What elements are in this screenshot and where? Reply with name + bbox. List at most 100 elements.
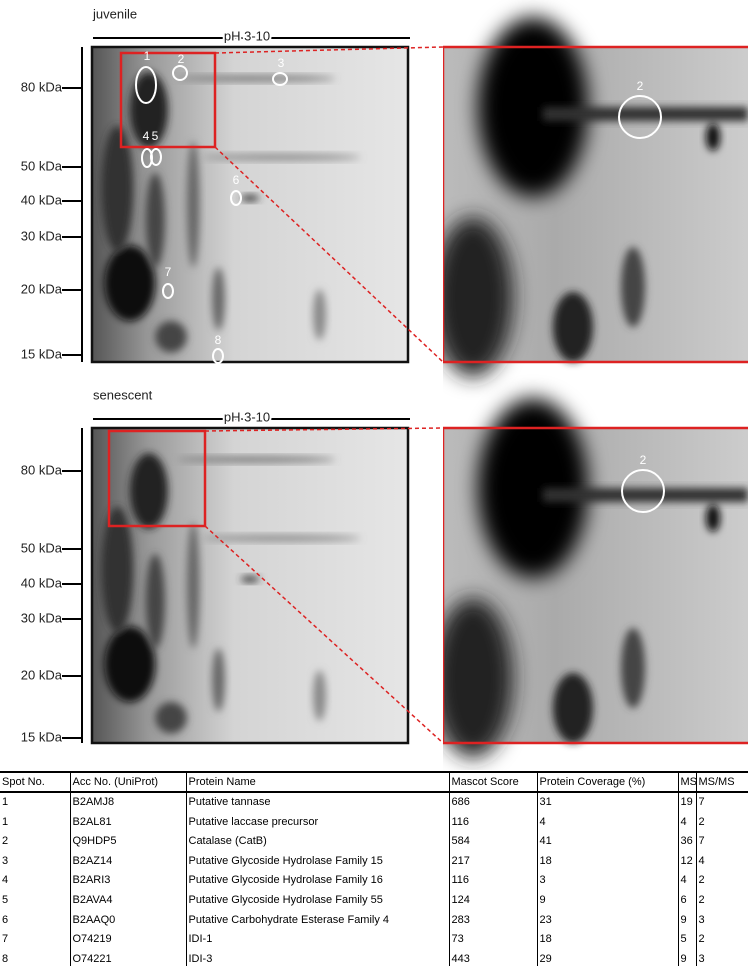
panel-label: juvenile [92, 6, 137, 21]
mw-label: 30 kDa [21, 228, 63, 243]
mw-label: 40 kDa [21, 575, 63, 590]
table-cell: Putative Carbohydrate Esterase Family 4 [186, 911, 449, 931]
table-cell: 116 [449, 813, 537, 833]
table-cell: 36 [678, 832, 696, 852]
table-cell: 9 [678, 911, 696, 931]
mw-label: 15 kDa [21, 346, 63, 361]
gel-panel: juvenilepH 3-1080 kDa50 kDa40 kDa30 kDa2… [21, 6, 748, 377]
column-header: MS/MS [696, 772, 748, 792]
table-cell: B2AL81 [70, 813, 186, 833]
table-cell: 7 [696, 832, 748, 852]
table-cell: 116 [449, 871, 537, 891]
gel-spot [155, 321, 187, 353]
spot-label: 8 [215, 333, 222, 347]
table-cell: 4 [678, 813, 696, 833]
table-cell: 6 [678, 891, 696, 911]
column-header: Mascot Score [449, 772, 537, 792]
table-cell: 31 [537, 792, 678, 813]
table-cell: 443 [449, 950, 537, 966]
table-cell: 4 [0, 871, 70, 891]
spot-label: 6 [233, 173, 240, 187]
table-cell: 9 [537, 891, 678, 911]
table-cell: 41 [537, 832, 678, 852]
gel-spot [187, 523, 200, 649]
table-cell: IDI-1 [186, 930, 449, 950]
mw-label: 20 kDa [21, 281, 63, 296]
table-cell: Putative laccase precursor [186, 813, 449, 833]
protein-table: Spot No.Acc No. (UniProt)Protein NameMas… [0, 771, 748, 966]
table-cell: B2AZ14 [70, 852, 186, 872]
table-cell: Putative Glycoside Hydrolase Family 15 [186, 852, 449, 872]
mw-label: 40 kDa [21, 192, 63, 207]
zoom-blob [553, 673, 593, 743]
table-cell: Catalase (CatB) [186, 832, 449, 852]
zoom-blob [621, 247, 645, 327]
zoom-blob [706, 123, 720, 151]
table-cell: 19 [678, 792, 696, 813]
zoom-blob [433, 217, 513, 377]
table-cell: O74219 [70, 930, 186, 950]
ph-label: pH 3-10 [224, 409, 270, 424]
gel-spot [313, 290, 326, 340]
table-cell: 2 [0, 832, 70, 852]
table-cell: 9 [678, 950, 696, 966]
spot-label: 5 [152, 129, 159, 143]
mw-label: 20 kDa [21, 667, 63, 682]
column-header: MS [678, 772, 696, 792]
table-cell: B2AMJ8 [70, 792, 186, 813]
column-header: Acc No. (UniProt) [70, 772, 186, 792]
table-row: 1B2AL81Putative laccase precursor116442 [0, 813, 748, 833]
gel-spot [146, 173, 165, 268]
table-cell: O74221 [70, 950, 186, 966]
table-cell: 4 [537, 813, 678, 833]
table-cell: 1 [0, 813, 70, 833]
zoom-panel: 2 [433, 17, 748, 377]
table-cell: 3 [537, 871, 678, 891]
spot-label: 2 [640, 453, 647, 467]
mw-label: 50 kDa [21, 158, 63, 173]
table-cell: 6 [0, 911, 70, 931]
spot-label: 2 [637, 79, 644, 93]
table-cell: 1 [0, 792, 70, 813]
table-cell: 3 [696, 950, 748, 966]
table-cell: Putative Glycoside Hydrolase Family 55 [186, 891, 449, 911]
gel-spot [313, 671, 326, 721]
table-cell: 2 [696, 871, 748, 891]
gel-spot [105, 245, 156, 321]
zoom-blob [706, 504, 720, 532]
table-cell: IDI-3 [186, 950, 449, 966]
column-header: Protein Name [186, 772, 449, 792]
table-cell: 4 [678, 871, 696, 891]
table-cell: 18 [537, 852, 678, 872]
table-cell: 283 [449, 911, 537, 931]
spot-label: 3 [278, 56, 285, 70]
table-row: 7O74219IDI-1731852 [0, 930, 748, 950]
gel-spot [105, 626, 156, 702]
zoom-blob [433, 598, 513, 758]
table-cell: 2 [696, 891, 748, 911]
table-cell: 7 [0, 930, 70, 950]
figure: juvenilepH 3-1080 kDa50 kDa40 kDa30 kDa2… [0, 0, 748, 966]
table-cell: 12 [678, 852, 696, 872]
table-cell: 5 [0, 891, 70, 911]
table-row: 8O74221IDI-34432993 [0, 950, 748, 966]
gel-spot [212, 649, 225, 712]
table-cell: 3 [0, 852, 70, 872]
gel-spot [146, 554, 165, 649]
table-cell: B2AVA4 [70, 891, 186, 911]
table-cell: 124 [449, 891, 537, 911]
mw-label: 15 kDa [21, 729, 63, 744]
table-cell: 18 [537, 930, 678, 950]
panel-label: senescent [93, 387, 153, 402]
table-cell: 2 [696, 813, 748, 833]
zoom-blob [621, 628, 645, 708]
table-cell: 686 [449, 792, 537, 813]
gel-spot [187, 142, 200, 268]
header-row: Spot No.Acc No. (UniProt)Protein NameMas… [0, 772, 748, 792]
